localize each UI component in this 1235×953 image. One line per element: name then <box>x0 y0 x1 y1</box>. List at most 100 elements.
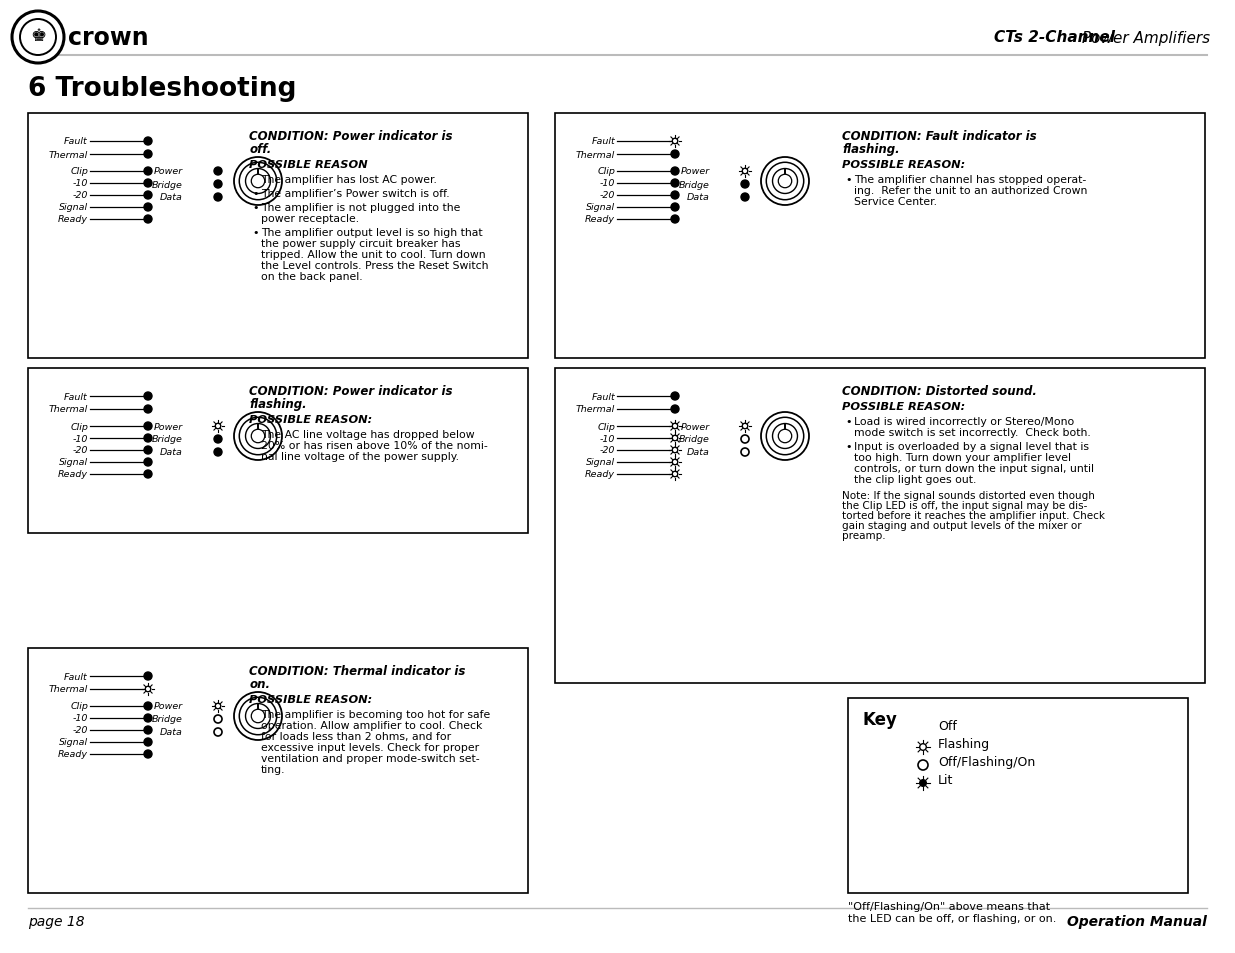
Text: nal line voltage of the power supply.: nal line voltage of the power supply. <box>261 452 459 461</box>
Text: •: • <box>845 441 852 452</box>
Text: "Off/Flashing/On" above means that: "Off/Flashing/On" above means that <box>848 901 1050 911</box>
Circle shape <box>144 180 152 188</box>
FancyBboxPatch shape <box>28 369 529 534</box>
Text: Fault: Fault <box>592 137 615 147</box>
Circle shape <box>144 702 152 710</box>
Text: the LED can be off, or flashing, or on.: the LED can be off, or flashing, or on. <box>848 913 1056 923</box>
Text: POSSIBLE REASON:: POSSIBLE REASON: <box>842 401 966 412</box>
Text: Off: Off <box>939 720 957 732</box>
FancyBboxPatch shape <box>848 699 1188 893</box>
Text: mode switch is set incorrectly.  Check both.: mode switch is set incorrectly. Check bo… <box>855 428 1091 437</box>
Text: POSSIBLE REASON: POSSIBLE REASON <box>249 160 368 170</box>
Text: on.: on. <box>249 678 270 690</box>
Circle shape <box>144 471 152 478</box>
Text: Ready: Ready <box>58 215 88 224</box>
Text: Signal: Signal <box>585 458 615 467</box>
Circle shape <box>144 458 152 467</box>
Text: tripped. Allow the unit to cool. Turn down: tripped. Allow the unit to cool. Turn do… <box>261 250 485 260</box>
Text: Bridge: Bridge <box>679 180 710 190</box>
Text: Clip: Clip <box>70 422 88 431</box>
Circle shape <box>778 175 792 189</box>
Circle shape <box>144 215 152 224</box>
Text: The amplifier has lost AC power.: The amplifier has lost AC power. <box>261 174 437 185</box>
Text: The amplifier’s Power switch is off.: The amplifier’s Power switch is off. <box>261 189 450 199</box>
Text: 6 Troubleshooting: 6 Troubleshooting <box>28 76 296 102</box>
Text: the Clip LED is off, the input signal may be dis-: the Clip LED is off, the input signal ma… <box>842 500 1088 511</box>
Circle shape <box>671 168 679 175</box>
Text: Data: Data <box>161 728 183 737</box>
Text: Off/Flashing/On: Off/Flashing/On <box>939 755 1035 768</box>
Text: •: • <box>252 430 258 439</box>
Text: The amplifier output level is so high that: The amplifier output level is so high th… <box>261 228 483 237</box>
Circle shape <box>144 447 152 455</box>
Text: The amplifier is becoming too hot for safe: The amplifier is becoming too hot for sa… <box>261 709 490 720</box>
Circle shape <box>214 449 222 456</box>
Text: Thermal: Thermal <box>576 405 615 414</box>
FancyBboxPatch shape <box>555 369 1205 683</box>
Text: •: • <box>252 228 258 237</box>
Circle shape <box>144 739 152 746</box>
Text: Signal: Signal <box>585 203 615 213</box>
Text: power receptacle.: power receptacle. <box>261 213 359 224</box>
Circle shape <box>144 672 152 680</box>
Text: gain staging and output levels of the mixer or: gain staging and output levels of the mi… <box>842 520 1082 531</box>
Text: Clip: Clip <box>598 168 615 176</box>
Text: -10: -10 <box>600 179 615 189</box>
Text: the power supply circuit breaker has: the power supply circuit breaker has <box>261 239 461 249</box>
Circle shape <box>671 393 679 400</box>
Text: Data: Data <box>687 193 710 202</box>
Text: Power: Power <box>154 701 183 711</box>
Text: Power Amplifiers: Power Amplifiers <box>1077 30 1210 46</box>
Text: •: • <box>252 189 258 199</box>
Text: -20: -20 <box>73 446 88 455</box>
Circle shape <box>144 435 152 442</box>
Text: ing.  Refer the unit to an authorized Crown: ing. Refer the unit to an authorized Cro… <box>855 186 1088 195</box>
Text: Clip: Clip <box>598 422 615 431</box>
Text: Signal: Signal <box>59 458 88 467</box>
Text: •: • <box>845 416 852 427</box>
Text: Data: Data <box>161 448 183 457</box>
Text: CONDITION: Fault indicator is: CONDITION: Fault indicator is <box>842 130 1037 143</box>
Circle shape <box>144 192 152 200</box>
Circle shape <box>778 430 792 443</box>
Text: -10: -10 <box>73 714 88 722</box>
Text: Clip: Clip <box>70 701 88 711</box>
Circle shape <box>144 151 152 159</box>
Text: -10: -10 <box>600 434 615 443</box>
Circle shape <box>144 726 152 734</box>
Text: Ready: Ready <box>58 750 88 759</box>
Text: -20: -20 <box>73 192 88 200</box>
Text: Fault: Fault <box>64 137 88 147</box>
Text: The AC line voltage has dropped below: The AC line voltage has dropped below <box>261 430 474 439</box>
Text: Flashing: Flashing <box>939 738 990 750</box>
Text: Ready: Ready <box>58 470 88 479</box>
Circle shape <box>671 406 679 414</box>
Text: Clip: Clip <box>70 168 88 176</box>
Circle shape <box>214 181 222 189</box>
Text: Bridge: Bridge <box>152 180 183 190</box>
Text: for loads less than 2 ohms, and for: for loads less than 2 ohms, and for <box>261 731 451 741</box>
Circle shape <box>251 430 264 443</box>
Text: Note: If the signal sounds distorted even though: Note: If the signal sounds distorted eve… <box>842 491 1095 500</box>
Text: the Level controls. Press the Reset Switch: the Level controls. Press the Reset Swit… <box>261 261 489 271</box>
Text: Service Center.: Service Center. <box>855 196 937 207</box>
Ellipse shape <box>12 12 64 64</box>
Text: Power: Power <box>680 422 710 431</box>
Text: •: • <box>845 174 852 185</box>
Text: -10: -10 <box>73 434 88 443</box>
Circle shape <box>144 393 152 400</box>
Text: The amplifier channel has stopped operat-: The amplifier channel has stopped operat… <box>855 174 1087 185</box>
Circle shape <box>741 181 748 189</box>
Circle shape <box>144 204 152 212</box>
Text: Thermal: Thermal <box>48 151 88 159</box>
Text: CONDITION: Power indicator is: CONDITION: Power indicator is <box>249 385 453 397</box>
Circle shape <box>144 168 152 175</box>
Circle shape <box>214 436 222 443</box>
Circle shape <box>251 710 264 723</box>
Text: too high. Turn down your amplifier level: too high. Turn down your amplifier level <box>855 453 1071 462</box>
Text: •: • <box>252 203 258 213</box>
Text: Bridge: Bridge <box>152 715 183 723</box>
Text: flashing.: flashing. <box>842 143 900 156</box>
Text: CONDITION: Distorted sound.: CONDITION: Distorted sound. <box>842 385 1037 397</box>
Text: Input is overloaded by a signal level that is: Input is overloaded by a signal level th… <box>855 441 1089 452</box>
